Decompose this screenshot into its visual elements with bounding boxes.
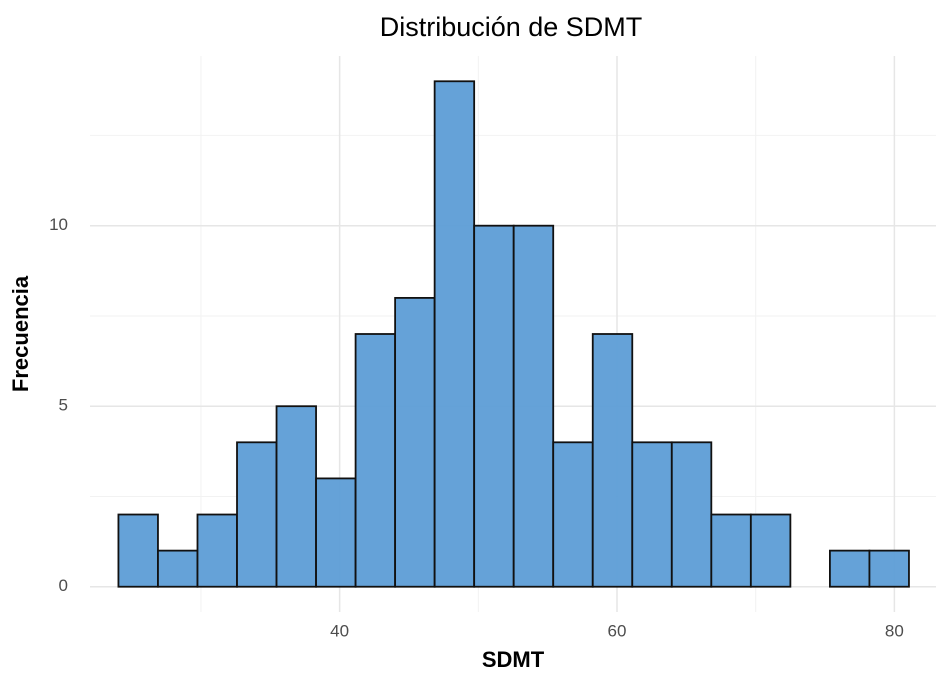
x-tick-label: 40 <box>330 621 349 640</box>
bar <box>473 224 515 588</box>
bar <box>394 296 436 588</box>
bar <box>315 477 357 588</box>
x-tick-label: 60 <box>608 621 627 640</box>
y-tick-label: 0 <box>59 576 68 595</box>
bar <box>631 441 673 588</box>
y-tick-label: 10 <box>49 215 68 234</box>
bar <box>275 405 317 588</box>
bar <box>710 513 752 588</box>
y-tick-label: 5 <box>59 396 68 415</box>
bar <box>868 549 910 588</box>
bar <box>552 441 594 588</box>
x-tick-label: 80 <box>885 621 904 640</box>
bar <box>512 224 555 588</box>
y-axis-label: Frecuencia <box>8 275 33 392</box>
bar <box>117 513 159 588</box>
bar <box>433 80 476 588</box>
bar <box>157 549 199 588</box>
bar <box>236 441 278 588</box>
bar <box>591 333 634 588</box>
bar <box>196 513 238 588</box>
chart-title: Distribución de SDMT <box>380 12 643 42</box>
bar <box>749 513 792 588</box>
x-axis-label: SDMT <box>482 647 545 672</box>
bar <box>670 441 713 588</box>
bar <box>354 333 397 588</box>
bar <box>829 549 871 588</box>
